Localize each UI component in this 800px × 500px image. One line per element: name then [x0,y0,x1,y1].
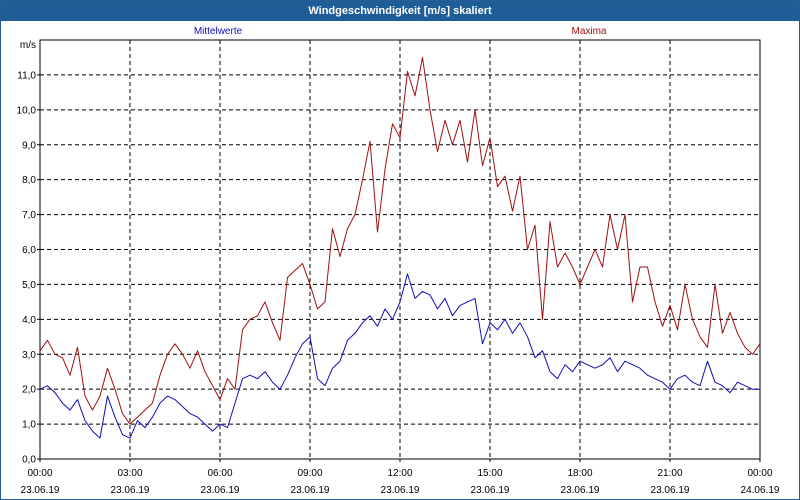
y-tick-label: 9,0 [22,140,36,151]
x-tick-date: 23.06.19 [471,485,510,496]
y-tick-label: 4,0 [22,315,36,326]
y-tick-label: 8,0 [22,175,36,186]
chart-title: Windgeschwindigkeit [m/s] skaliert [1,1,799,21]
series-line-maxima [39,57,761,425]
series-line-mittelwerte [39,273,760,439]
x-tick-time: 12:00 [387,468,412,479]
legend-maxima: Maxima [571,26,606,37]
axes [37,39,761,462]
y-tick-label: 10,0 [17,105,37,116]
y-tick-label: 2,0 [22,385,36,396]
x-tick-date: 23.06.19 [381,485,420,496]
x-tick-time: 21:00 [657,468,682,479]
y-tick-label: 5,0 [22,280,36,291]
x-tick-time: 06:00 [207,468,232,479]
x-tick-time: 09:00 [297,468,322,479]
y-tick-label: 6,0 [22,245,36,256]
x-tick-date: 23.06.19 [201,485,240,496]
x-tick-date: 23.06.19 [561,485,600,496]
y-tick-label: 0,0 [22,455,36,466]
y-axis-unit: m/s [20,40,36,51]
x-tick-time: 15:00 [477,468,502,479]
x-tick-date: 24.06.19 [741,485,780,496]
y-tick-label: 11,0 [17,70,36,81]
legend-mittelwerte: Mittelwerte [194,26,243,37]
y-tick-label: 1,0 [22,420,36,431]
series-layer [39,57,761,439]
labels: 0,0 1,0 2,0 3,0 4,0 5,0 6,0 7,0 8,0 9,0 10,0 11,0 m/… [17,26,780,496]
x-tick-date: 23.06.19 [21,485,60,496]
x-tick-time: 00:00 [747,468,772,479]
x-tick-time: 00:00 [27,468,52,479]
y-tick-label: 3,0 [22,350,36,361]
x-tick-date: 23.06.19 [111,485,150,496]
x-tick-time: 03:00 [117,468,142,479]
x-tick-time: 18:00 [567,468,592,479]
y-tick-label: 7,0 [22,210,36,221]
x-tick-date: 23.06.19 [651,485,690,496]
grid [40,40,760,459]
x-tick-date: 23.06.19 [291,485,330,496]
